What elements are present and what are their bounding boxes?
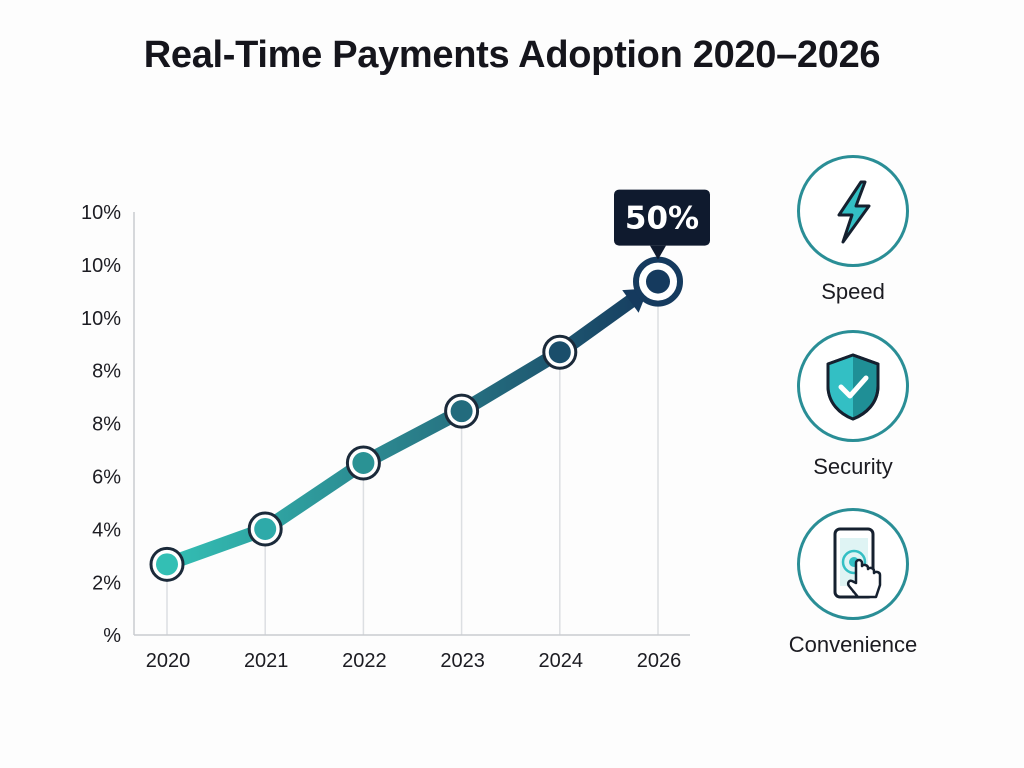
data-point-2022 bbox=[345, 445, 381, 481]
chart-title: Real-Time Payments Adoption 2020–2026 bbox=[143, 34, 881, 76]
y-tick-label: 10% bbox=[81, 308, 121, 330]
y-tick-label: 8% bbox=[92, 361, 121, 383]
callout-pointer bbox=[650, 245, 666, 260]
feature-convenience: Convenience bbox=[773, 508, 933, 658]
feature-convenience-circle bbox=[797, 508, 909, 620]
data-point-core bbox=[254, 517, 277, 540]
value-callout: 50% bbox=[614, 189, 710, 260]
feature-security-label: Security bbox=[813, 454, 893, 479]
data-point-2021 bbox=[247, 511, 283, 547]
data-point-core bbox=[646, 269, 670, 294]
x-tick-label-2023: 2023 bbox=[440, 650, 485, 672]
y-tick-label: 8% bbox=[92, 414, 121, 436]
x-tick-label-2026: 2026 bbox=[637, 650, 682, 672]
smartphone-tap-icon bbox=[833, 527, 882, 599]
lightning-bolt-icon bbox=[837, 180, 871, 244]
y-tick-labels: 10% 10% 10% 8% 8% 6% 4% 2%% bbox=[81, 202, 121, 647]
x-tick-label-2020: 2020 bbox=[146, 650, 191, 672]
shield-check-icon bbox=[826, 353, 880, 421]
data-point-2023 bbox=[444, 393, 480, 429]
feature-speed: Speed bbox=[773, 155, 933, 305]
feature-speed-circle bbox=[797, 155, 909, 267]
feature-convenience-label: Convenience bbox=[788, 632, 918, 657]
grid-lines bbox=[166, 281, 659, 635]
feature-speed-label: Speed bbox=[821, 279, 885, 304]
data-points bbox=[149, 256, 683, 582]
y-tick-label: 10% bbox=[81, 202, 121, 224]
feature-security-circle bbox=[797, 330, 909, 442]
data-point-core bbox=[548, 341, 571, 364]
y-tick-label: 10% bbox=[81, 255, 121, 277]
x-tick-label-2021: 2021 bbox=[244, 650, 289, 672]
data-point-2026 bbox=[633, 256, 683, 307]
feature-security: Security bbox=[773, 330, 933, 480]
line-chart: 10%10%10%8%8%6%4%2%% 2020 2021 2022 2023 202… bbox=[81, 189, 710, 672]
data-point-2024 bbox=[542, 334, 578, 370]
callout-label: 50% bbox=[625, 201, 699, 237]
x-tick-label-2024: 2024 bbox=[539, 650, 584, 672]
y-tick-label: 2% bbox=[92, 572, 121, 594]
x-tick-label-2022: 2022 bbox=[342, 650, 387, 672]
data-point-2020 bbox=[149, 546, 185, 582]
y-tick-label: 4% bbox=[92, 519, 121, 541]
y-tick-label: 6% bbox=[92, 467, 121, 489]
x-tick-labels: 2020 2021 2022 2023 2024 2026 bbox=[146, 650, 682, 672]
callout-box bbox=[614, 189, 710, 246]
data-point-core bbox=[156, 553, 178, 576]
data-point-core bbox=[352, 451, 375, 474]
y-tick-label: % bbox=[103, 625, 121, 647]
data-point-core bbox=[450, 400, 473, 423]
